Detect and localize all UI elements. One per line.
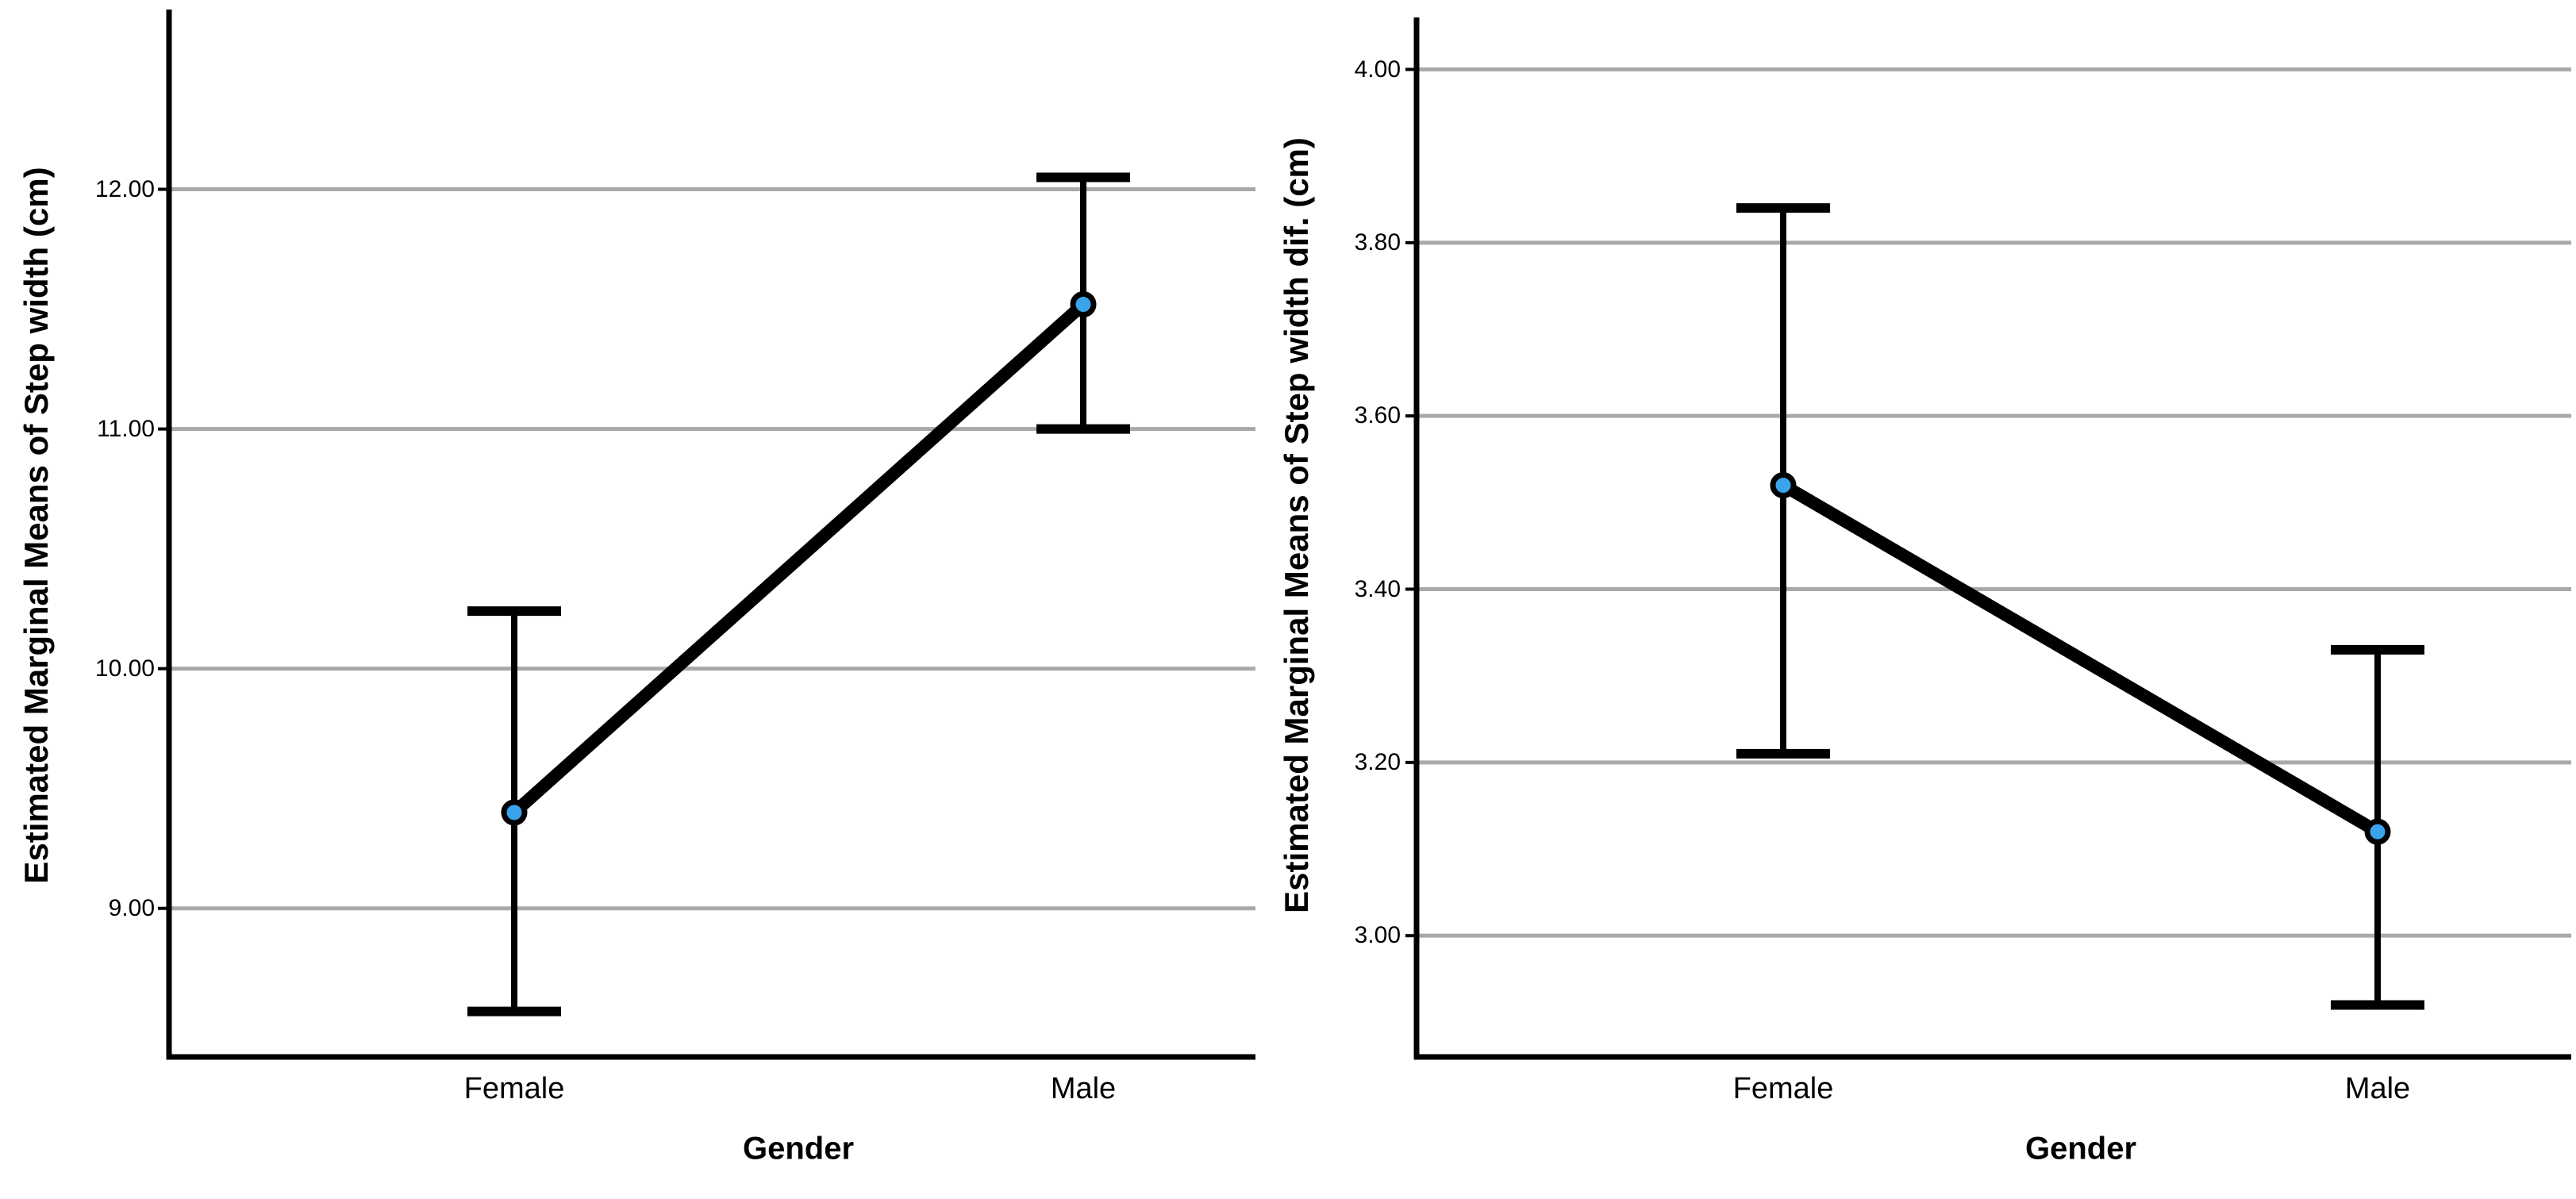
series-line	[509, 299, 1088, 817]
category-label: Male	[2344, 1072, 2411, 1105]
y-tick-label: 9.00	[108, 894, 155, 921]
category-label: Male	[1050, 1072, 1117, 1105]
y-tick-label: 3.40	[1354, 575, 1401, 602]
y-tick-label: 3.20	[1354, 748, 1401, 775]
y-tick-label: 10.00	[94, 655, 155, 682]
y-axis-title-left: Estimated Marginal Means of Step width (…	[17, 167, 55, 884]
y-tick-label: 3.80	[1354, 229, 1401, 256]
data-point-marker	[1070, 291, 1097, 318]
category-label: Female	[463, 1072, 565, 1105]
data-point-marker	[501, 799, 528, 826]
y-tick-label: 3.60	[1354, 402, 1401, 429]
y-tick-label: 4.00	[1354, 56, 1401, 83]
y-tick-label: 12.00	[94, 175, 155, 202]
y-tick-label: 3.00	[1354, 922, 1401, 949]
data-point-marker	[1770, 472, 1797, 498]
category-label: Female	[1732, 1072, 1834, 1105]
data-point-marker	[2364, 818, 2391, 845]
series-line	[1779, 479, 2382, 838]
x-axis-title-left: Gender	[742, 1131, 855, 1166]
x-axis-title-right: Gender	[2024, 1131, 2137, 1166]
y-tick-label: 11.00	[97, 415, 155, 442]
y-axis-title-right: Estimated Marginal Means of Step width d…	[1278, 137, 1315, 913]
